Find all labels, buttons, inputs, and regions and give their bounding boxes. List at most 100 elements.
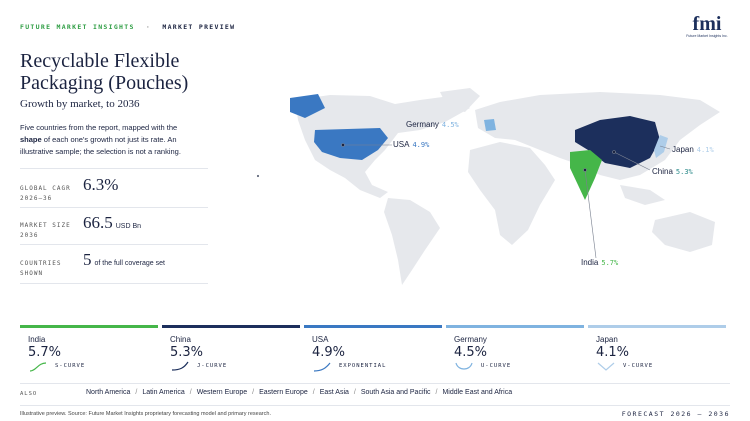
separator: / xyxy=(135,389,138,396)
continents xyxy=(295,88,720,285)
curve-path xyxy=(597,362,615,371)
country-cagr: 5.3% xyxy=(675,168,693,176)
section: MARKET PREVIEW xyxy=(162,23,236,31)
market-bar xyxy=(162,325,300,328)
stat-label: GLOBAL CAGR 2026–36 xyxy=(20,185,71,202)
south-america xyxy=(384,198,440,285)
region: South Asia and Pacific xyxy=(360,389,431,396)
north-america xyxy=(295,95,470,198)
market-column: China 5.3% J-CURVE xyxy=(162,325,300,375)
divider xyxy=(20,244,208,245)
region: Middle East and Africa xyxy=(442,389,513,396)
divider xyxy=(20,383,730,384)
stat-label: MARKET SIZE 2036 xyxy=(20,222,71,239)
china xyxy=(575,116,660,168)
market-column: USA 4.9% EXPONENTIAL xyxy=(304,325,442,375)
stat-value: 6.3% xyxy=(83,175,119,194)
stat-value: 5 of the full coverage set xyxy=(83,250,165,270)
brand: FUTURE MARKET INSIGHTS xyxy=(20,23,135,31)
leader-line xyxy=(659,145,671,150)
curve-icon xyxy=(597,362,615,371)
market-cagr: 4.1% xyxy=(596,345,630,360)
footer-note: Illustrative preview. Source: Future Mar… xyxy=(20,411,271,417)
separator: / xyxy=(312,389,315,396)
map-label: China 5.3% xyxy=(652,167,693,176)
leader-dot xyxy=(341,143,345,147)
market-bar xyxy=(588,325,726,328)
leader-dot xyxy=(612,150,616,154)
logo: fmi Future Market Insights Inc. xyxy=(684,14,730,38)
divider xyxy=(20,283,208,284)
map-label: Germany 4.5% xyxy=(406,120,459,129)
market-name: China xyxy=(170,335,191,344)
market-cagr: 5.7% xyxy=(28,345,62,360)
indonesia xyxy=(620,185,665,205)
germany xyxy=(484,119,496,131)
country-name: Japan xyxy=(672,145,694,154)
region: Western Europe xyxy=(196,389,248,396)
market-bar xyxy=(304,325,442,328)
region: Latin America xyxy=(142,389,185,396)
dot xyxy=(256,174,260,178)
market-name: USA xyxy=(312,335,329,344)
divider xyxy=(20,405,730,406)
country-cagr: 4.5% xyxy=(441,121,459,129)
stat-unit: USD Bn xyxy=(115,223,142,230)
africa xyxy=(468,142,555,245)
curve-path xyxy=(455,362,473,370)
divider xyxy=(20,207,208,208)
description: Five countries from the report, mapped w… xyxy=(20,122,190,158)
market-cagr: 4.9% xyxy=(312,345,346,360)
usa xyxy=(314,128,388,160)
curve-path xyxy=(313,362,331,372)
region: Eastern Europe xyxy=(259,389,308,396)
also-regions: North America / Latin America / Western Euro… xyxy=(86,389,512,396)
market-cagr: 5.3% xyxy=(170,345,204,360)
curve-icon xyxy=(171,361,189,371)
leader-line xyxy=(584,169,597,259)
description-bold: shape xyxy=(20,135,42,144)
country-name: China xyxy=(652,167,673,176)
divider xyxy=(20,168,208,169)
separator: / xyxy=(252,389,255,396)
curve-path xyxy=(29,362,47,372)
market-column: India 5.7% S-CURVE xyxy=(20,325,158,375)
alaska xyxy=(290,94,325,118)
country-cagr: 4.9% xyxy=(412,141,430,149)
description-text: of each one's growth not just its rate. … xyxy=(20,135,181,156)
leader-dot xyxy=(583,168,587,172)
country-cagr: 4.1% xyxy=(696,146,714,154)
market-name: Germany xyxy=(454,335,487,344)
market-cagr: 4.5% xyxy=(454,345,488,360)
curve-icon xyxy=(29,362,47,372)
footer-forecast: FORECAST 2026 – 2036 xyxy=(621,410,730,418)
curve-label: J-CURVE xyxy=(197,363,228,369)
region: East Asia xyxy=(319,389,349,396)
country-name: Germany xyxy=(406,120,439,129)
separator: / xyxy=(353,389,356,396)
description-text: Five countries from the report, mapped w… xyxy=(20,123,178,132)
map-label: Japan 4.1% xyxy=(672,145,714,154)
also-label: ALSO xyxy=(20,391,38,397)
map-label: India 5.7% xyxy=(581,258,618,267)
map-label: USA 4.9% xyxy=(393,140,429,149)
country-name: USA xyxy=(393,140,410,149)
curve-label: V-CURVE xyxy=(623,363,654,369)
curve-path xyxy=(171,361,189,371)
logo-subtext: Future Market Insights Inc. xyxy=(686,34,728,38)
market-bar xyxy=(20,325,158,328)
curve-icon xyxy=(455,362,473,370)
stat-unit: of the full coverage set xyxy=(94,260,165,267)
separator: / xyxy=(435,389,438,396)
curve-label: U-CURVE xyxy=(481,363,512,369)
greenland xyxy=(440,88,480,112)
separator: / xyxy=(189,389,192,396)
title: Recyclable Flexible Packaging (Pouches) xyxy=(20,50,189,94)
curve-label: EXPONENTIAL xyxy=(339,363,387,369)
india xyxy=(570,150,602,200)
subtitle: Growth by market, to 2036 xyxy=(20,98,140,110)
country-name: India xyxy=(581,258,599,267)
leaders xyxy=(256,143,671,259)
